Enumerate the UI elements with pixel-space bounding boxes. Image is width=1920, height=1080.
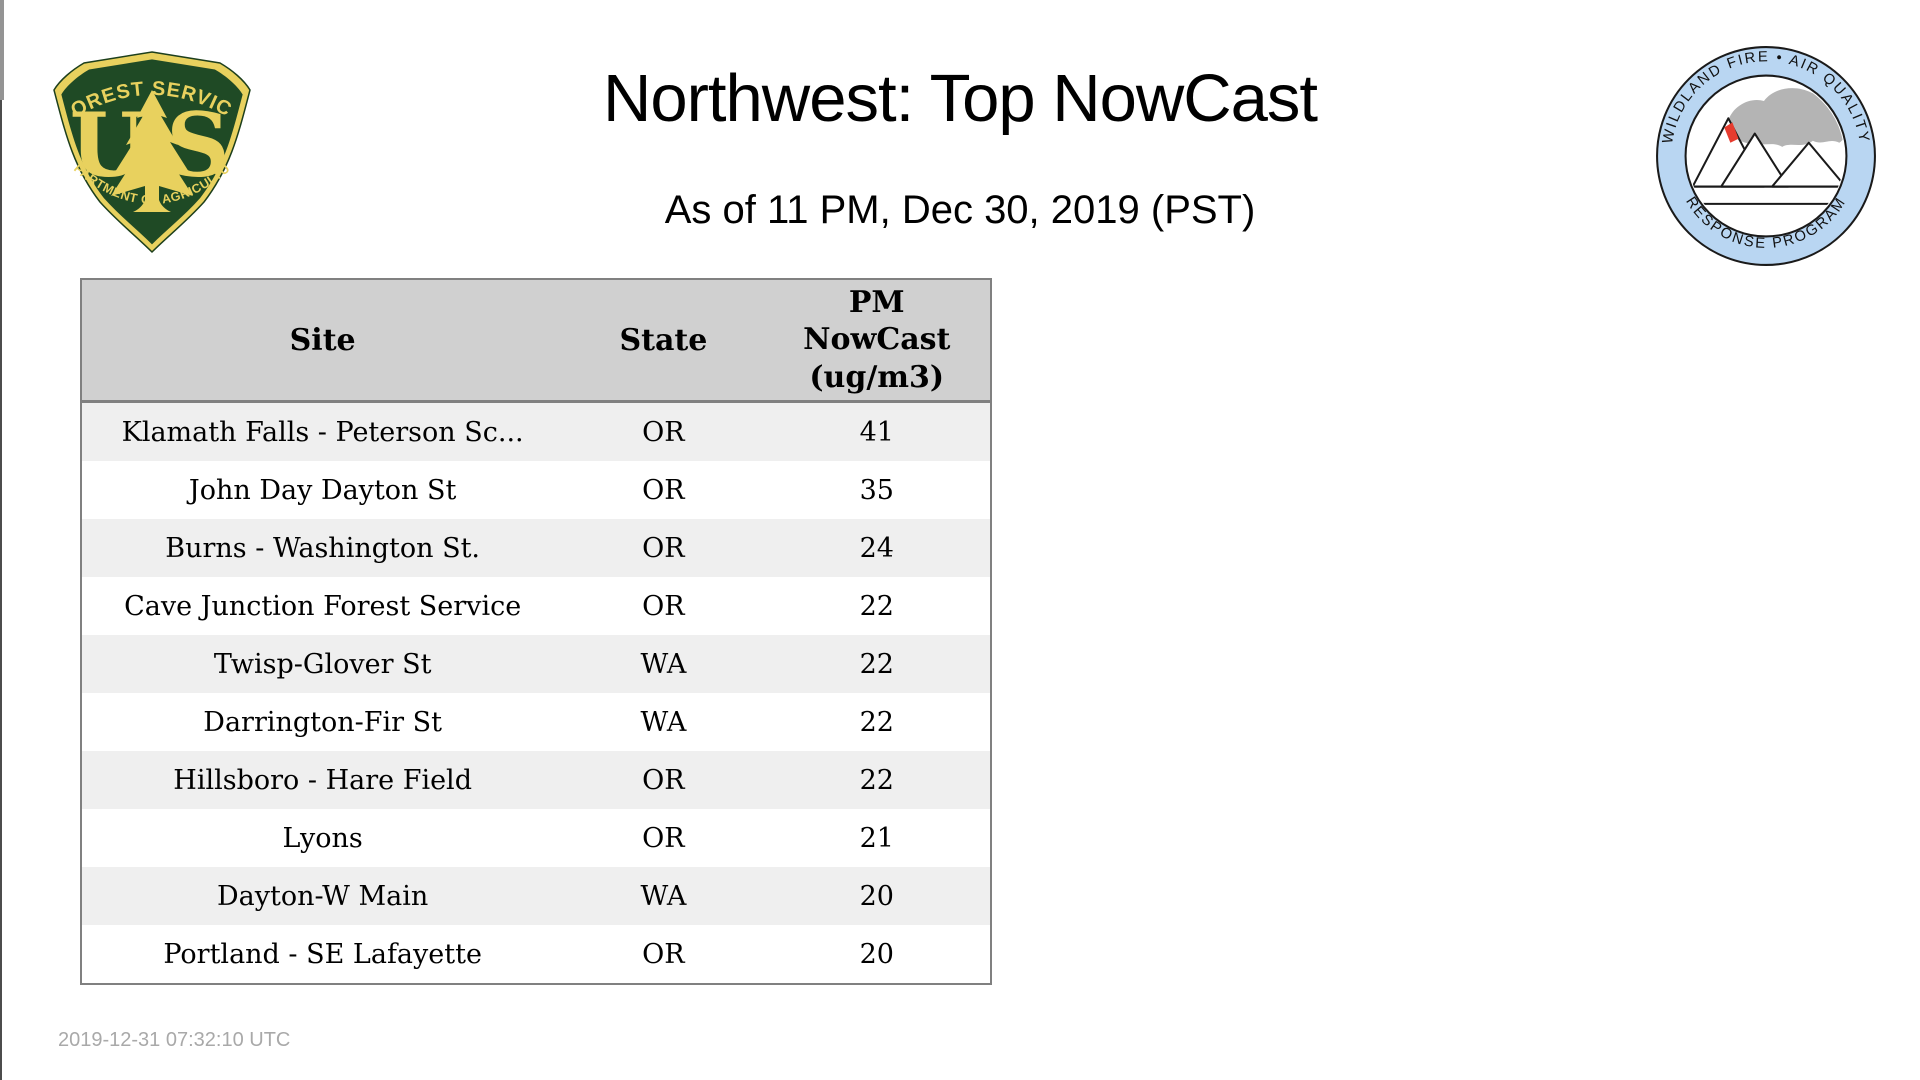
state-cell: OR: [642, 938, 685, 970]
table-row: Portland - SE Lafayette OR 20: [81, 925, 991, 984]
page-title: Northwest: Top NowCast: [602, 61, 1318, 136]
state-cell: WA: [640, 648, 687, 680]
nowcast-cell: 24: [859, 532, 894, 564]
forest-service-logo: FOREST SERVICE U S DEPARTMENT OF AGRICUL…: [52, 48, 251, 254]
footer-timestamp: 2019-12-31 07:32:10 UTC: [58, 1029, 291, 1051]
site-cell: Portland - SE Lafayette: [163, 938, 482, 970]
site-cell: Cave Junction Forest Service: [124, 590, 522, 622]
table-header-row: Site State PM NowCast (ug/m3): [81, 279, 991, 403]
left-edge-artifact: [0, 100, 2, 1080]
table-row: Cave Junction Forest Service OR 22: [81, 577, 991, 635]
site-cell: Dayton-W Main: [217, 880, 429, 912]
wfaqrp-logo: WILDLAND FIRE • AIR QUALITY RESPONSE PRO…: [1656, 46, 1876, 266]
state-cell: OR: [642, 822, 685, 854]
state-cell: OR: [642, 416, 685, 448]
table-row: Twisp-Glover St WA 22: [81, 635, 991, 693]
table-row: Burns - Washington St. OR 24: [81, 519, 991, 577]
site-cell: Hillsboro - Hare Field: [173, 764, 472, 796]
table-row: Lyons OR 21: [81, 809, 991, 867]
table-row: Darrington-Fir St WA 22: [81, 693, 991, 751]
col-header-site: Site: [81, 279, 564, 403]
state-cell: OR: [642, 474, 685, 506]
site-cell: Burns - Washington St.: [165, 532, 481, 564]
nowcast-cell: 20: [859, 880, 894, 912]
col-header-nowcast: PM NowCast (ug/m3): [763, 279, 991, 403]
nowcast-cell: 22: [859, 648, 894, 680]
table-row: John Day Dayton St OR 35: [81, 461, 991, 519]
site-cell: Twisp-Glover St: [213, 648, 432, 680]
nowcast-cell: 41: [859, 416, 894, 448]
nowcast-cell: 22: [859, 706, 894, 738]
table-body: Klamath Falls - Peterson Sc... OR 41 Joh…: [81, 401, 991, 984]
state-cell: OR: [642, 532, 685, 564]
state-cell: OR: [642, 590, 685, 622]
smoke-plume: [1728, 88, 1845, 147]
nowcast-cell: 21: [859, 822, 894, 854]
nowcast-cell: 22: [859, 764, 894, 796]
site-cell: John Day Dayton St: [188, 474, 457, 506]
state-cell: WA: [640, 880, 687, 912]
col-header-state: State: [563, 279, 764, 403]
site-cell: Lyons: [282, 822, 363, 854]
nowcast-table: Site State PM NowCast (ug/m3) Klamath Fa…: [80, 278, 992, 985]
pine-tree-icon: [111, 90, 193, 212]
page-subtitle: As of 11 PM, Dec 30, 2019 (PST): [664, 188, 1256, 232]
flame-icon: [1724, 122, 1739, 143]
table-row: Klamath Falls - Peterson Sc... OR 41: [81, 401, 991, 461]
state-cell: WA: [640, 706, 687, 738]
nowcast-cell: 35: [859, 474, 894, 506]
left-edge-artifact-top: [0, 0, 4, 100]
nowcast-cell: 22: [859, 590, 894, 622]
state-cell: OR: [642, 764, 685, 796]
site-cell: Darrington-Fir St: [203, 706, 442, 738]
nowcast-cell: 20: [859, 938, 894, 970]
site-cell: Klamath Falls - Peterson Sc...: [121, 416, 524, 448]
table-row: Dayton-W Main WA 20: [81, 867, 991, 925]
table-row: Hillsboro - Hare Field OR 22: [81, 751, 991, 809]
